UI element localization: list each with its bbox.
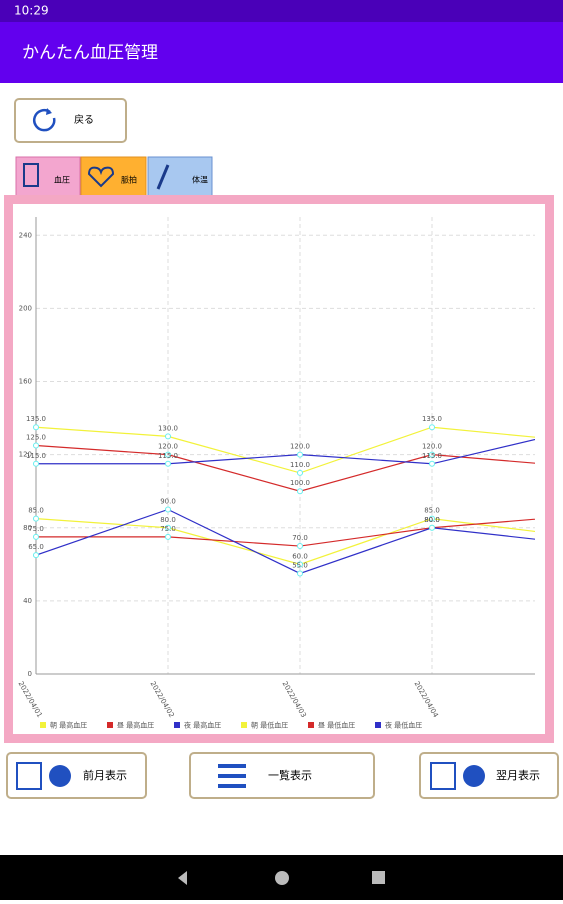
value-label: 85.0 [28,507,44,515]
point [429,451,435,458]
point [429,460,435,467]
button-label: 翌月表示 [496,768,540,782]
app-bar [0,22,563,83]
point [165,506,171,513]
legend-label: 朝 最高血圧 [50,721,87,730]
value-label: 70.0 [292,534,308,542]
next-button[interactable]: 翌月表示 [419,752,559,799]
legend-swatch [174,722,180,728]
y-tick-label: 40 [23,597,32,605]
point [33,442,39,449]
value-label: 75.0 [28,525,44,533]
prev-button[interactable]: 前月表示 [6,752,147,799]
legend-label: 朝 最低血圧 [251,721,288,730]
value-label: 80.0 [160,516,176,524]
value-label: 120.0 [422,443,442,451]
tab-pulse[interactable]: 脈拍 [80,156,147,202]
point [33,533,39,540]
tab-bp[interactable]: 血圧 [15,156,81,202]
y-tick-label: 200 [19,304,32,312]
point [165,451,171,458]
point [429,524,435,531]
y-tick-label: 80 [23,524,32,532]
point [165,433,171,440]
value-label: 80.0 [424,516,440,524]
value-label: 115.0 [26,452,46,460]
point [165,460,171,467]
legend-label: 昼 最低血圧 [318,721,355,730]
back-label: 戻る [74,113,94,126]
back-button[interactable]: 戻る [14,98,127,143]
button-label: 前月表示 [83,768,127,782]
point [297,570,303,577]
value-label: 115.0 [158,452,178,460]
point [33,552,39,559]
tab-temp[interactable]: 体温 [147,156,213,202]
point [165,524,171,531]
list-button[interactable]: 一覧表示 [189,752,375,799]
point [429,515,435,522]
legend-swatch [40,722,46,728]
tab-label: 脈拍 [121,175,137,185]
button-label: 一覧表示 [268,768,312,782]
point [33,515,39,522]
point [297,543,303,550]
point [33,424,39,431]
app-title: かんたん血圧管理 [22,43,158,63]
legend-swatch [375,722,381,728]
point [165,533,171,540]
value-label: 135.0 [26,415,46,423]
value-label: 110.0 [290,461,310,469]
value-label: 135.0 [422,415,442,423]
value-label: 90.0 [160,497,176,505]
value-label: 130.0 [158,424,178,432]
y-tick-label: 160 [19,378,32,386]
y-tick-label: 120 [19,451,32,459]
value-label: 75.0 [160,525,176,533]
tab-label: 血圧 [54,175,70,185]
point [429,424,435,431]
point [297,488,303,495]
value-label: 80.0 [424,516,440,524]
status-time: 10:29 [14,4,49,18]
point [297,451,303,458]
value-label: 120.0 [290,443,310,451]
value-label: 100.0 [290,479,310,487]
value-label: 125.0 [26,434,46,442]
value-label: 60.0 [292,552,308,560]
legend-label: 夜 最低血圧 [385,721,422,730]
value-label: 85.0 [424,507,440,515]
legend-swatch [308,722,314,728]
legend-label: 夜 最高血圧 [184,721,221,730]
point [297,561,303,568]
legend-label: 昼 最高血圧 [117,721,154,730]
value-label: 55.0 [292,561,308,569]
y-tick-label: 0 [28,670,32,678]
legend-swatch [241,722,247,728]
status-bar [0,0,563,22]
chart-panel [4,195,554,743]
y-tick-label: 240 [19,231,32,239]
legend-swatch [107,722,113,728]
point [33,460,39,467]
value-label: 115.0 [422,452,442,460]
value-label: 120.0 [158,443,178,451]
tab-label: 体温 [192,175,208,185]
value-label: 65.0 [28,543,44,551]
point [297,469,303,476]
